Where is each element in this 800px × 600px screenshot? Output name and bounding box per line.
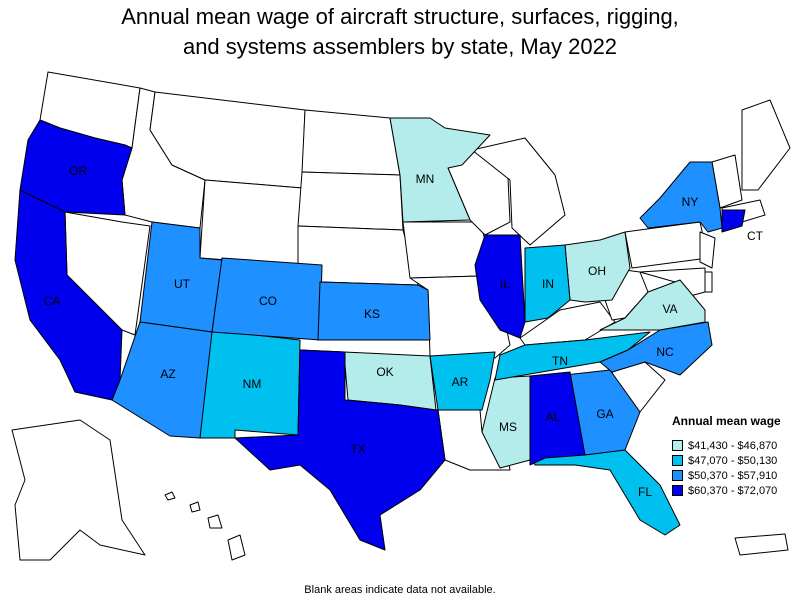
state-nj[interactable] (699, 231, 716, 269)
label-co: CO (259, 294, 277, 308)
title-line-2: and systems assemblers by state, May 202… (182, 34, 618, 59)
label-ca: CA (44, 294, 61, 308)
label-ga: GA (596, 407, 613, 421)
label-tn: TN (552, 354, 568, 368)
state-md[interactable] (639, 267, 706, 297)
state-labels: OR CA UT CO AZ NM KS OK TX MN IL IN OH A… (44, 164, 764, 499)
label-tx: TX (350, 442, 365, 456)
state-in[interactable] (524, 244, 571, 323)
legend: Annual mean wage $41,430 - $46,870 $47,0… (672, 414, 798, 498)
map-title: Annual mean wage of aircraft structure, … (0, 2, 800, 62)
legend-label-3: $50,370 - $57,910 (688, 469, 778, 482)
state-ny[interactable] (639, 161, 723, 233)
state-de[interactable] (704, 271, 713, 293)
legend-swatch-3 (672, 470, 683, 481)
state-ar[interactable] (429, 351, 496, 411)
label-ok: OK (376, 365, 393, 379)
state-or[interactable] (19, 119, 133, 216)
state-me[interactable] (741, 99, 791, 191)
label-ks: KS (364, 307, 380, 321)
state-ks[interactable] (317, 281, 431, 341)
label-nm: NM (243, 377, 262, 391)
legend-item-4: $60,370 - $72,070 (672, 483, 798, 498)
label-ny: NY (682, 195, 699, 209)
state-wy[interactable] (199, 179, 303, 266)
legend-label-1: $41,430 - $46,870 (688, 439, 778, 452)
label-va: VA (662, 302, 677, 316)
state-al[interactable] (529, 371, 586, 466)
label-fl: FL (638, 485, 652, 499)
legend-swatch-4 (672, 485, 683, 496)
label-oh: OH (588, 264, 606, 278)
territory-pr[interactable] (734, 533, 789, 556)
legend-title: Annual mean wage (672, 414, 781, 428)
state-il[interactable] (474, 234, 526, 339)
state-ca[interactable] (14, 189, 123, 401)
footnote: Blank areas indicate data not available. (304, 584, 496, 596)
legend-label-2: $47,070 - $50,130 (688, 454, 778, 467)
label-or: OR (69, 164, 87, 178)
label-ms: MS (499, 420, 517, 434)
state-ms[interactable] (481, 375, 531, 469)
state-tn[interactable] (494, 331, 651, 381)
label-nc: NC (656, 345, 674, 359)
legend-label-4: $60,370 - $72,070 (688, 484, 778, 497)
state-hi[interactable] (164, 491, 246, 561)
state-sd[interactable] (297, 171, 404, 231)
legend-item-1: $41,430 - $46,870 (672, 438, 798, 453)
label-ut: UT (174, 277, 191, 291)
state-nd[interactable] (301, 109, 401, 176)
legend-swatch-2 (672, 455, 683, 466)
state-oh[interactable] (564, 231, 631, 303)
label-ct: CT (747, 229, 764, 243)
state-ak[interactable] (11, 419, 146, 561)
state-pa[interactable] (624, 221, 709, 269)
state-mi[interactable] (471, 137, 566, 246)
state-nc[interactable] (599, 321, 713, 376)
label-az: AZ (160, 367, 175, 381)
legend-item-3: $50,370 - $57,910 (672, 468, 798, 483)
legend-item-2: $47,070 - $50,130 (672, 453, 798, 468)
label-mn: MN (416, 172, 435, 186)
state-ct[interactable] (721, 209, 746, 233)
title-line-1: Annual mean wage of aircraft structure, … (121, 4, 679, 29)
label-in: IN (542, 277, 554, 291)
label-al: AL (546, 410, 561, 424)
label-il: IL (500, 277, 510, 291)
tier2-states (199, 244, 681, 536)
tier3-states (111, 161, 723, 456)
state-tx[interactable] (234, 349, 446, 551)
state-mn[interactable] (389, 117, 491, 223)
legend-swatch-1 (672, 440, 683, 451)
state-fl[interactable] (529, 449, 681, 536)
label-ar: AR (452, 375, 469, 389)
tier4-states (14, 119, 746, 551)
blank-states (11, 71, 791, 561)
